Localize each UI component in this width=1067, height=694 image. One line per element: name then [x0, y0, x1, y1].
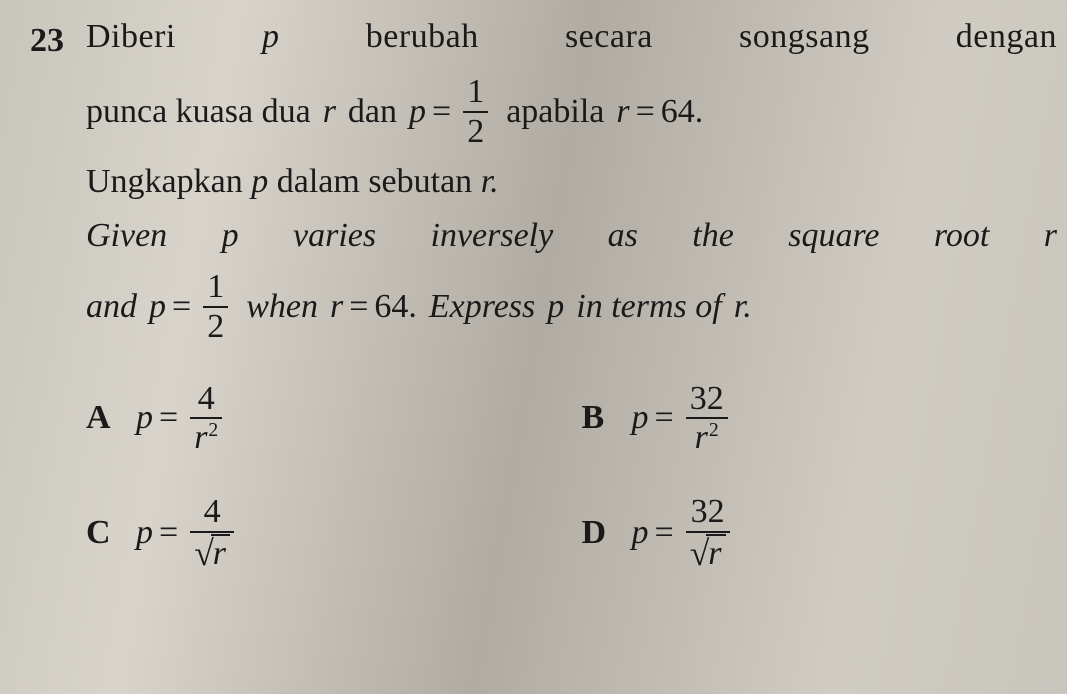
denominator: √ r [190, 534, 234, 572]
word: berubah [366, 18, 479, 56]
word: Diberi [86, 18, 176, 56]
text: punca kuasa dua [86, 93, 311, 131]
square-root: √ r [194, 534, 230, 572]
radical-icon: √ [690, 536, 710, 574]
var-p: p [222, 217, 239, 255]
word: the [692, 217, 734, 255]
denominator: r2 [691, 420, 723, 456]
question-block: 23 Diberi p berubah secara songsang deng… [30, 18, 1057, 572]
var-r: r [213, 535, 226, 572]
text: when [246, 288, 318, 326]
word: inversely [431, 217, 554, 255]
word: square [788, 217, 879, 255]
option-letter: D [582, 514, 632, 552]
equals: = [655, 514, 674, 552]
denominator: √ r [686, 534, 730, 572]
option-letter: B [582, 399, 632, 437]
option-letter: A [86, 399, 136, 437]
radical-icon: √ [194, 536, 214, 574]
numerator: 1 [463, 74, 488, 110]
equals: = [159, 399, 178, 437]
question-body: Diberi p berubah secara songsang dengan … [86, 18, 1057, 572]
var-p: p [632, 514, 649, 552]
var-p: p [409, 93, 426, 131]
var-p: p [136, 399, 153, 437]
word: varies [293, 217, 376, 255]
var-r: r [616, 93, 629, 131]
var-r: r. [734, 288, 752, 326]
word: as [608, 217, 638, 255]
question-number: 23 [30, 18, 86, 60]
equals: = [655, 399, 674, 437]
equals: = [349, 288, 368, 326]
malay-line-1: Diberi p berubah secara songsang dengan [86, 18, 1057, 56]
option-expression: p = 4 r2 [136, 381, 228, 456]
value-64: 64. [374, 288, 417, 326]
var-p: p [632, 399, 649, 437]
word: Given [86, 217, 167, 255]
fraction-one-half: 1 2 [203, 269, 228, 344]
question-row: 23 Diberi p berubah secara songsang deng… [30, 18, 1057, 572]
word: root [934, 217, 989, 255]
var-r: r [708, 535, 721, 572]
text: apabila [506, 93, 604, 131]
text: Ungkapkan [86, 163, 243, 200]
fraction: 4 r2 [190, 381, 222, 456]
numerator: 32 [686, 381, 728, 417]
var-p: p [547, 288, 564, 326]
var-p: p [262, 18, 280, 56]
exponent: 2 [709, 419, 719, 441]
option-c[interactable]: C p = 4 √ r [86, 494, 562, 571]
option-expression: p = 32 r2 [632, 381, 734, 456]
malay-line-3: Ungkapkan p dalam sebutan r. [86, 163, 1057, 201]
equals: = [159, 514, 178, 552]
var-r: r. [481, 163, 499, 200]
option-expression: p = 4 √ r [136, 494, 240, 571]
english-line-2: and p = 1 2 when r = 64. Express p [86, 269, 1057, 344]
option-letter: C [86, 514, 136, 552]
exponent: 2 [208, 419, 218, 441]
word: dengan [956, 18, 1057, 56]
text: in terms of [576, 288, 721, 326]
fraction: 32 √ r [686, 494, 730, 571]
var-r: r [330, 288, 343, 326]
denominator: 2 [203, 309, 228, 345]
denominator: 2 [463, 114, 488, 150]
var-p: p [136, 514, 153, 552]
numerator: 4 [194, 381, 219, 417]
numerator: 1 [203, 269, 228, 305]
malay-line-2: punca kuasa dua r dan p = 1 2 apabila r … [86, 74, 1057, 149]
numerator: 32 [687, 494, 729, 530]
square-root: √ r [690, 534, 726, 572]
var-r: r [695, 419, 708, 456]
options-grid: A p = 4 r2 B [86, 381, 1057, 572]
equals: = [172, 288, 191, 326]
text: and [86, 288, 137, 326]
equals: = [636, 93, 655, 131]
option-b[interactable]: B p = 32 r2 [582, 381, 1058, 456]
text: dan [348, 93, 397, 131]
fraction: 32 r2 [686, 381, 728, 456]
word: secara [565, 18, 653, 56]
option-d[interactable]: D p = 32 √ r [582, 494, 1058, 571]
numerator: 4 [200, 494, 225, 530]
var-p: p [251, 163, 268, 200]
denominator: r2 [190, 420, 222, 456]
equals: = [432, 93, 451, 131]
english-line-1: Given p varies inversely as the square r… [86, 217, 1057, 255]
var-p: p [149, 288, 166, 326]
value-64: 64. [661, 93, 704, 131]
var-r: r [1044, 217, 1057, 255]
var-r: r [323, 93, 336, 131]
text: Express [429, 288, 535, 326]
var-r: r [194, 419, 207, 456]
word: songsang [739, 18, 870, 56]
option-expression: p = 32 √ r [632, 494, 736, 571]
text: dalam sebutan [277, 163, 472, 200]
fraction-one-half: 1 2 [463, 74, 488, 149]
fraction: 4 √ r [190, 494, 234, 571]
option-a[interactable]: A p = 4 r2 [86, 381, 562, 456]
